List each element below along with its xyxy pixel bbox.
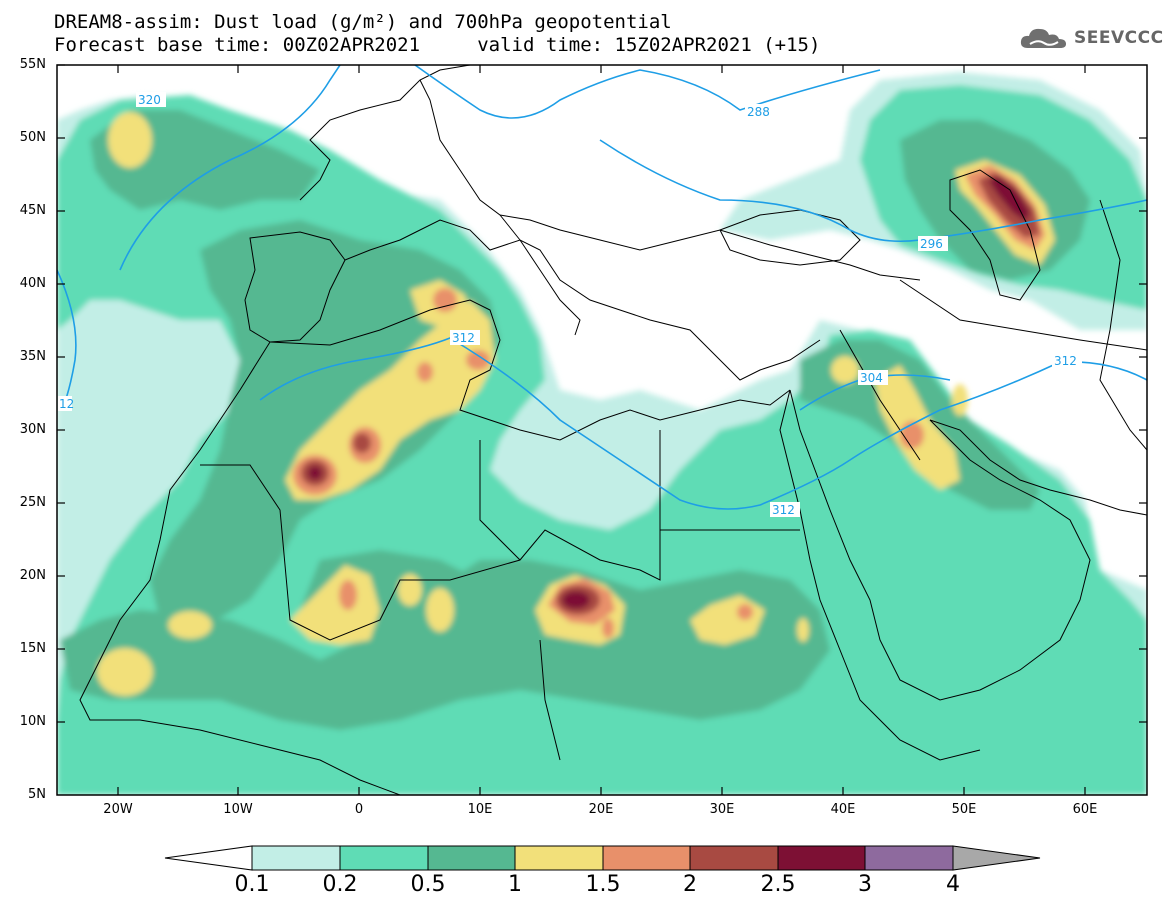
contour-label: 12 <box>59 397 74 411</box>
colorbar-label: 1.5 <box>585 872 621 897</box>
lat-label: 30N <box>19 422 46 437</box>
colorbar-label: 0.1 <box>234 872 270 897</box>
lat-label: 45N <box>19 203 46 218</box>
lon-label: 60E <box>1072 802 1098 817</box>
contour-label: 288 <box>747 105 770 119</box>
lat-label: 5N <box>28 787 46 802</box>
contour-label: 320 <box>138 93 161 107</box>
colorbar <box>164 845 1041 871</box>
colorbar-label: 0.5 <box>410 872 446 897</box>
seevccc-logo: SEEVCCC <box>1018 24 1164 52</box>
lat-label: 10N <box>19 714 46 729</box>
lat-label: 25N <box>19 495 46 510</box>
lon-label: 50E <box>951 802 977 817</box>
lat-label: 20N <box>19 568 46 583</box>
lat-label: 15N <box>19 641 46 656</box>
colorbar-label: 3 <box>858 872 872 897</box>
lat-label: 40N <box>19 276 46 291</box>
colorbar-label: 2.5 <box>760 872 796 897</box>
lon-label: 30E <box>709 802 735 817</box>
lon-label: 20E <box>588 802 614 817</box>
map-title: DREAM8-assim: Dust load (g/m²) and 700hP… <box>54 11 672 33</box>
contour-labels: 320 288 296 312 304 312 312 12 <box>58 92 1082 517</box>
contour-label: 304 <box>860 371 883 385</box>
contour-label: 312 <box>452 331 475 345</box>
dust-field <box>57 65 1147 795</box>
lat-label: 55N <box>19 57 46 72</box>
lon-label: 10W <box>223 802 253 817</box>
contour-label: 312 <box>772 503 795 517</box>
lon-label: 0 <box>354 802 364 817</box>
colorbar-label: 0.2 <box>322 872 358 897</box>
lat-label: 50N <box>19 130 46 145</box>
colorbar-label: 1 <box>508 872 522 897</box>
geopotential-contours <box>57 65 1147 510</box>
forecast-time-line: Forecast base time: 00Z02APR2021 valid t… <box>54 34 821 56</box>
contour-label: 296 <box>920 237 943 251</box>
lon-label: 20W <box>103 802 133 817</box>
contour-label: 312 <box>1054 354 1077 368</box>
lon-label: 10E <box>467 802 493 817</box>
cloud-icon <box>1020 28 1066 48</box>
logo-text: SEEVCCC <box>1074 28 1164 48</box>
colorbar-label: 2 <box>683 872 697 897</box>
lon-label: 40E <box>830 802 856 817</box>
colorbar-label: 4 <box>946 872 960 897</box>
axis-ticks <box>57 64 1147 795</box>
lat-label: 35N <box>19 349 46 364</box>
